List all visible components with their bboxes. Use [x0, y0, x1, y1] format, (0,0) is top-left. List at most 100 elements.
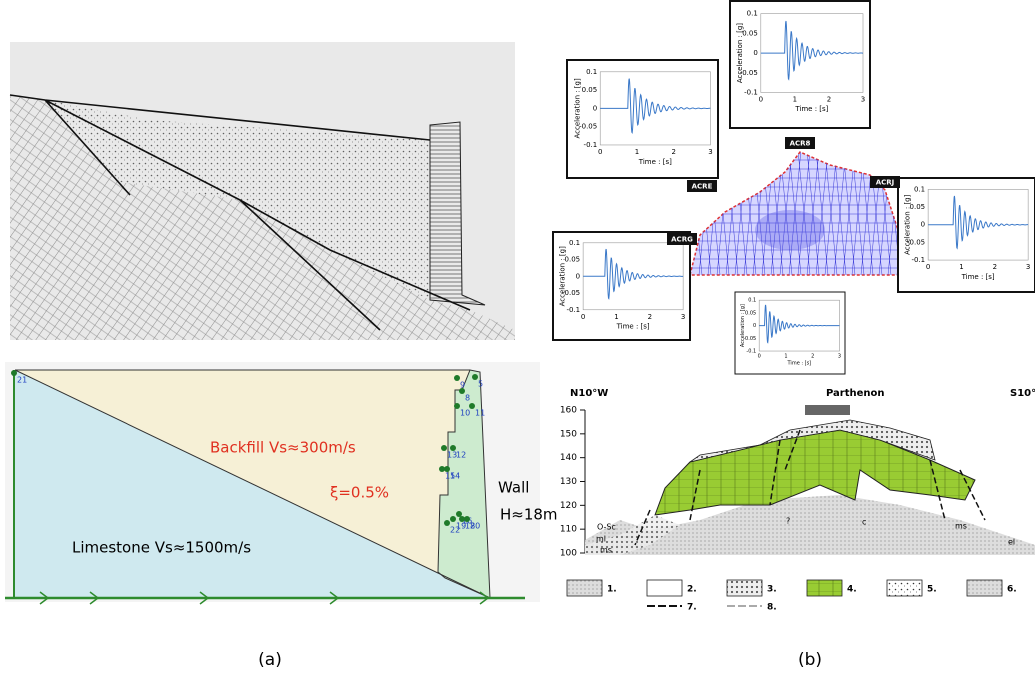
- x-tick-label: 1: [793, 95, 797, 103]
- y-tick-label: 0.05: [745, 310, 756, 316]
- legend-label: 8.: [767, 603, 777, 613]
- node-label: 13: [447, 451, 457, 460]
- waveform: [759, 304, 840, 344]
- annotation: O-Sc: [597, 523, 616, 532]
- node: [444, 466, 450, 472]
- y-tick-label: 110: [560, 525, 577, 535]
- annotation: c: [862, 518, 866, 527]
- boundary-arrow: [89, 591, 100, 605]
- y-tick-label: 0.1: [569, 239, 580, 247]
- node: [450, 445, 456, 451]
- node-label: 20: [470, 522, 480, 531]
- y-tick-label: 0: [593, 104, 597, 112]
- boundary-arrow: [199, 591, 210, 605]
- node-label: 21: [17, 376, 27, 385]
- x-tick-label: 3: [861, 95, 865, 103]
- x-axis-label: Time : [s]: [794, 105, 828, 113]
- y-tick-label: 100: [560, 549, 577, 559]
- right-label: S10°E: [1010, 388, 1035, 399]
- x-tick-label: 0: [759, 95, 763, 103]
- x-tick-label: 1: [635, 148, 639, 156]
- model-lines: [14, 369, 491, 599]
- wall-zone: [437, 369, 491, 599]
- legend-label: 7.: [687, 603, 697, 613]
- height-label: H≈18m: [500, 506, 558, 524]
- annotation: ms: [600, 546, 612, 555]
- station-label: ACRG: [671, 236, 693, 244]
- plot-box: [566, 59, 719, 179]
- x-tick-label: 0: [581, 313, 585, 321]
- x-tick-label: 1: [614, 313, 618, 321]
- node-label: 19: [456, 522, 466, 531]
- x-tick-label: 0: [598, 148, 602, 156]
- marls: [585, 515, 680, 555]
- y-tick-label: 0.05: [742, 29, 758, 37]
- station-label: ACRJ: [876, 179, 895, 187]
- y-axis-label: Acceleration : [g]: [904, 194, 912, 254]
- annotation: el: [1008, 538, 1015, 547]
- x-tick-label: 0: [758, 354, 761, 360]
- legend-label: 6.: [1007, 585, 1017, 595]
- left-label: N10°W: [570, 388, 608, 399]
- boundary-arrow: [39, 591, 50, 605]
- y-tick-label: 0.1: [586, 68, 597, 76]
- y-tick-label: -0.05: [579, 123, 597, 131]
- y-tick-label: 140: [560, 453, 577, 463]
- legend-label: 3.: [767, 585, 777, 595]
- y-tick-label: 130: [560, 477, 577, 487]
- y-tick-label: -0.1: [911, 256, 925, 264]
- y-tick-label: -0.05: [907, 238, 925, 246]
- x-axis-label: Time : [s]: [961, 273, 995, 281]
- y-axis-label: Acceleration : [g]: [736, 23, 744, 83]
- node-label: 18: [465, 522, 475, 531]
- boundary-arrow: [329, 591, 340, 605]
- node-label: 10: [460, 409, 470, 418]
- node-label: 11: [475, 409, 485, 418]
- y-tick-label: 0: [753, 323, 756, 329]
- y-tick-label: 0.05: [910, 203, 926, 211]
- node: [469, 403, 475, 409]
- node: [464, 516, 470, 522]
- y-tick-label: -0.1: [566, 306, 580, 314]
- x-tick-label: 3: [681, 313, 685, 321]
- x-tick-label: 2: [811, 354, 814, 360]
- legend-swatch: [886, 579, 923, 597]
- bedrock: [10, 95, 515, 340]
- y-tick-label: 0: [753, 49, 757, 57]
- x-tick-label: 1: [959, 263, 963, 271]
- node: [456, 511, 462, 517]
- waveform: [760, 20, 864, 81]
- faults: [634, 429, 986, 546]
- parthenon: [805, 405, 850, 415]
- y-tick-label: -0.05: [740, 69, 758, 77]
- y-tick-label: 160: [560, 406, 577, 416]
- station-tag: [785, 137, 815, 149]
- y-tick-label: 0.05: [582, 86, 598, 94]
- annotation: ?: [786, 517, 790, 526]
- node: [11, 370, 17, 376]
- wall-label: Wall: [498, 479, 529, 497]
- node: [459, 388, 465, 394]
- wall: [429, 121, 486, 306]
- y-tick-label: 0.05: [565, 256, 581, 264]
- annotation: ml: [596, 535, 606, 544]
- plot-box: [734, 291, 846, 375]
- x-tick-label: 2: [993, 263, 997, 271]
- backfill-label: Backfill Vs≈300m/s: [210, 439, 356, 457]
- x-axis-label: Time : [s]: [638, 158, 672, 166]
- station-tag: [870, 176, 900, 188]
- section-title: Parthenon: [826, 388, 885, 399]
- legend-swatch: [966, 579, 1003, 597]
- node: [454, 375, 460, 381]
- node-label: 15: [445, 472, 455, 481]
- x-tick-label: 3: [1026, 263, 1030, 271]
- x-axis-label: Time : [s]: [616, 323, 650, 331]
- plot-box: [552, 231, 691, 341]
- y-tick-label: 120: [560, 501, 577, 511]
- legend-label: 5.: [927, 585, 937, 595]
- node: [450, 516, 456, 522]
- station-tag: [667, 233, 697, 245]
- plot-box: [897, 177, 1035, 293]
- x-tick-label: 2: [827, 95, 831, 103]
